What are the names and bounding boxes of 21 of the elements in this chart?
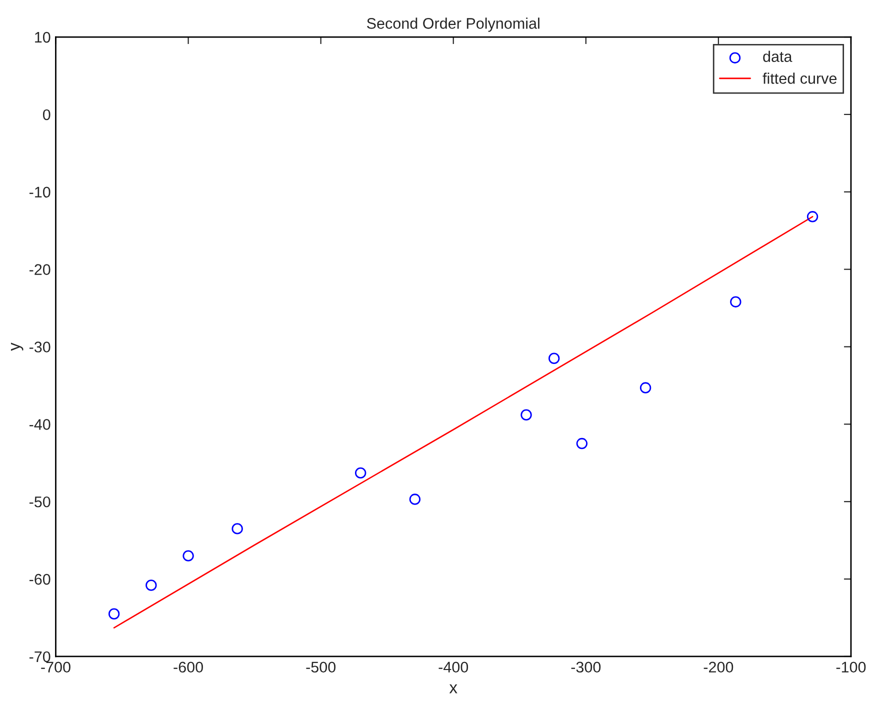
y-tick-label: 0 — [42, 109, 50, 120]
legend-label: fitted curve — [762, 72, 837, 84]
y-axis-title: y — [10, 342, 24, 351]
x-axis-title: x — [449, 684, 458, 694]
legend-label: data — [763, 50, 792, 62]
x-tick-label: -700 — [41, 662, 70, 673]
x-tick-label: -300 — [571, 662, 601, 673]
y-tick-label: -60 — [29, 574, 50, 585]
y-tick-label: -50 — [29, 496, 50, 508]
x-tick-label: -200 — [704, 662, 734, 673]
y-tick-label: -40 — [29, 419, 50, 430]
x-tick-label: -600 — [174, 662, 203, 673]
y-tick-label: -70 — [29, 651, 50, 662]
x-tick-label: -100 — [836, 662, 866, 673]
y-tick-label: -20 — [29, 264, 50, 275]
chart-title: Second Order Polynomial — [367, 18, 540, 32]
x-tick-label: -500 — [306, 662, 336, 673]
y-tick-label: 10 — [35, 32, 50, 43]
y-tick-label: -30 — [29, 342, 50, 352]
x-tick-label: -400 — [438, 662, 468, 673]
y-tick-label: -10 — [29, 186, 50, 198]
